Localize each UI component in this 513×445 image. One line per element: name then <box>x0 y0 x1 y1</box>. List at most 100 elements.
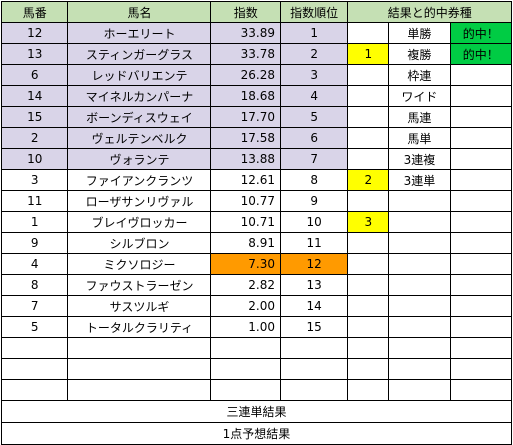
finish-position-cell: 3 <box>347 211 390 233</box>
table-row: 4 ミクソロジー 7.30 12 <box>0 253 513 275</box>
horse-name-cell: レッドバリエンテ <box>67 64 212 86</box>
horse-name-cell: スティンガーグラス <box>67 43 212 65</box>
index-value-cell: 10.71 <box>210 211 281 233</box>
hit-status-cell <box>449 190 513 212</box>
horse-name-cell: ファイアンクランツ <box>67 169 212 191</box>
empty-cell <box>210 379 281 401</box>
horse-number-cell: 8 <box>0 274 69 296</box>
index-rank-cell: 5 <box>279 106 349 128</box>
index-rank-cell: 6 <box>279 127 349 149</box>
index-value-cell: 7.30 <box>210 253 281 275</box>
horse-number-cell: 6 <box>0 64 69 86</box>
horse-name-cell: ブレイヴロッカー <box>67 211 212 233</box>
index-rank-cell: 14 <box>279 295 349 317</box>
finish-position-cell <box>347 106 390 128</box>
horse-number-cell: 1 <box>0 211 69 233</box>
horse-number-cell: 15 <box>0 106 69 128</box>
hit-status-cell <box>449 85 513 107</box>
bet-type-cell: 単勝 <box>388 22 451 44</box>
index-value-cell: 18.68 <box>210 85 281 107</box>
horse-name-cell: ヴォランテ <box>67 148 212 170</box>
index-rank-cell: 10 <box>279 211 349 233</box>
horse-name-cell: サスツルギ <box>67 295 212 317</box>
hit-status-cell: 的中！ <box>449 43 513 65</box>
bet-type-cell <box>388 232 451 254</box>
header-name: 馬名 <box>67 1 212 23</box>
horse-number-cell: 5 <box>0 316 69 338</box>
hit-status-cell <box>449 211 513 233</box>
horse-number-cell: 14 <box>0 85 69 107</box>
trifecta-result-label: 三連単結果 <box>1 400 512 423</box>
hit-status-cell <box>449 316 513 338</box>
index-value-cell: 17.58 <box>210 127 281 149</box>
horse-name-cell: ファウストラーゼン <box>67 274 212 296</box>
empty-cell <box>279 358 349 380</box>
hit-status-cell <box>449 127 513 149</box>
empty-cell <box>67 358 212 380</box>
table-row: 12 ホーエリート 33.89 1 単勝 的中！ <box>0 22 513 44</box>
horse-number-cell: 4 <box>0 253 69 275</box>
finish-position-cell <box>347 190 390 212</box>
horse-name-cell: ローザサンリヴァル <box>67 190 212 212</box>
empty-cell <box>67 379 212 401</box>
empty-cell <box>67 337 212 359</box>
index-value-cell: 33.89 <box>210 22 281 44</box>
bet-type-cell <box>388 295 451 317</box>
table-row: 14 マイネルカンパーナ 18.68 4 ワイド <box>0 85 513 107</box>
bet-type-cell: 馬単 <box>388 127 451 149</box>
horse-name-cell: シルブロン <box>67 232 212 254</box>
table-row: 10 ヴォランテ 13.88 7 3連複 <box>0 148 513 170</box>
table-row: 9 シルブロン 8.91 11 <box>0 232 513 254</box>
horse-number-cell: 3 <box>0 169 69 191</box>
table-row: 8 ファウストラーゼン 2.82 13 <box>0 274 513 296</box>
index-value-cell: 2.82 <box>210 274 281 296</box>
index-rank-cell: 1 <box>279 22 349 44</box>
index-value-cell: 12.61 <box>210 169 281 191</box>
table-row: 13 スティンガーグラス 33.78 2 1 複勝 的中！ <box>0 43 513 65</box>
header-result: 結果と的中券種 <box>347 1 512 23</box>
finish-position-cell <box>347 232 390 254</box>
finish-position-cell <box>347 127 390 149</box>
empty-cell <box>0 358 69 380</box>
bet-type-cell <box>388 253 451 275</box>
horse-name-cell: トータルクラリティ <box>67 316 212 338</box>
finish-position-cell <box>347 274 390 296</box>
index-value-cell: 8.91 <box>210 232 281 254</box>
table-row: 5 トータルクラリティ 1.00 15 <box>0 316 513 338</box>
bet-type-cell: 3連複 <box>388 148 451 170</box>
empty-cell <box>388 337 451 359</box>
finish-position-cell <box>347 253 390 275</box>
empty-cell <box>449 358 513 380</box>
single-prediction-label: 1点予想結果 <box>1 422 512 445</box>
table-row: 11 ローザサンリヴァル 10.77 9 <box>0 190 513 212</box>
finish-position-cell <box>347 316 390 338</box>
table-row: 7 サスツルギ 2.00 14 <box>0 295 513 317</box>
horse-number-cell: 10 <box>0 148 69 170</box>
finish-position-cell: 2 <box>347 169 390 191</box>
index-value-cell: 26.28 <box>210 64 281 86</box>
hit-status-cell: 的中！ <box>449 22 513 44</box>
bet-type-cell: ワイド <box>388 85 451 107</box>
empty-cell <box>0 379 69 401</box>
horse-number-cell: 12 <box>0 22 69 44</box>
finish-position-cell <box>347 85 390 107</box>
horse-number-cell: 9 <box>0 232 69 254</box>
finish-position-cell: 1 <box>347 43 390 65</box>
index-rank-cell: 2 <box>279 43 349 65</box>
header-row: 馬番 馬名 指数 指数順位 結果と的中券種 <box>0 1 512 23</box>
index-value-cell: 33.78 <box>210 43 281 65</box>
horse-number-cell: 2 <box>0 127 69 149</box>
index-rank-cell: 13 <box>279 274 349 296</box>
hit-status-cell <box>449 169 513 191</box>
bet-type-cell <box>388 211 451 233</box>
index-value-cell: 2.00 <box>210 295 281 317</box>
index-rank-cell: 15 <box>279 316 349 338</box>
horse-name-cell: ボーンディスウェイ <box>67 106 212 128</box>
empty-cell <box>210 337 281 359</box>
bet-type-cell: 枠連 <box>388 64 451 86</box>
empty-cell <box>0 337 69 359</box>
horse-name-cell: ホーエリート <box>67 22 212 44</box>
footer-row-prediction: 1点予想結果 <box>1 422 512 445</box>
horse-name-cell: マイネルカンパーナ <box>67 85 212 107</box>
